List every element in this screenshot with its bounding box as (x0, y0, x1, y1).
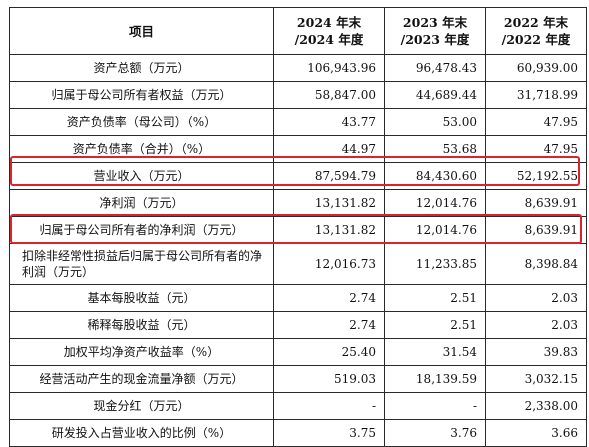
cell-2023: 2.51 (384, 284, 486, 312)
cell-2024: 58,847.00 (273, 81, 385, 109)
cell-2023: 3.76 (384, 419, 486, 447)
cell-2022: 31,718.99 (485, 81, 587, 109)
table-row: 经营活动产生的现金流量净额（万元） 519.03 18,139.59 3,032… (9, 365, 587, 393)
cell-2023: 96,478.43 (384, 54, 486, 82)
row-label: 归属于母公司所有者权益（万元） (9, 81, 274, 109)
row-label: 经营活动产生的现金流量净额（万元） (9, 365, 274, 393)
cell-2024: 25.40 (273, 338, 385, 366)
cell-2022: 8,398.84 (485, 243, 587, 285)
table-row: 现金分红（万元） - - 2,338.00 (9, 392, 587, 420)
cell-2022: 39.83 (485, 338, 587, 366)
cell-2022: 3,032.15 (485, 365, 587, 393)
cell-2024: 106,943.96 (273, 54, 385, 82)
header-2024: 2024 年末 /2024 年度 (273, 7, 385, 55)
row-label: 营业收入（万元） (9, 162, 274, 190)
table-row: 资产负债率（合并）（%） 44.97 53.68 47.95 (9, 135, 587, 163)
cell-2023: - (384, 392, 486, 420)
table-row: 资产负债率（母公司）（%） 43.77 53.00 47.95 (9, 108, 587, 136)
row-label: 稀释每股收益（元） (9, 311, 274, 339)
cell-2023: 53.68 (384, 135, 486, 163)
cell-2024: 3.75 (273, 419, 385, 447)
row-label: 归属于母公司所有者的净利润（万元） (9, 216, 274, 244)
cell-2022: 60,939.00 (485, 54, 587, 82)
cell-2022: 2,338.00 (485, 392, 587, 420)
cell-2022: 47.95 (485, 108, 587, 136)
cell-2022: 2.03 (485, 311, 587, 339)
table-row: 扣除非经常性损益后归属于母公司所有者的净利润（万元） 12,016.73 11,… (9, 243, 587, 285)
cell-2024: 13,131.82 (273, 216, 385, 244)
cell-2023: 31.54 (384, 338, 486, 366)
cell-2024: 2.74 (273, 311, 385, 339)
table-row-net-profit-parent: 归属于母公司所有者的净利润（万元） 13,131.82 12,014.76 8,… (9, 216, 587, 244)
table-row: 基本每股收益（元） 2.74 2.51 2.03 (9, 284, 587, 312)
row-label: 资产负债率（合并）（%） (9, 135, 274, 163)
table-row: 净利润（万元） 13,131.82 12,014.76 8,639.91 (9, 189, 587, 217)
cell-2024: 44.97 (273, 135, 385, 163)
cell-2023: 18,139.59 (384, 365, 486, 393)
cell-2022: 8,639.91 (485, 189, 587, 217)
cell-2023: 44,689.44 (384, 81, 486, 109)
header-item: 项目 (9, 7, 274, 55)
table-row: 资产总额（万元） 106,943.96 96,478.43 60,939.00 (9, 54, 587, 82)
table-row: 归属于母公司所有者权益（万元） 58,847.00 44,689.44 31,7… (9, 81, 587, 109)
financial-data-table: 项目 2024 年末 /2024 年度 2023 年末 /2023 年度 202… (9, 7, 587, 447)
table-row-revenue: 营业收入（万元） 87,594.79 84,430.60 52,192.55 (9, 162, 587, 190)
cell-2024: 43.77 (273, 108, 385, 136)
cell-2023: 2.51 (384, 311, 486, 339)
cell-2023: 12,014.76 (384, 189, 486, 217)
header-2023: 2023 年末 /2023 年度 (384, 7, 486, 55)
row-label: 现金分红（万元） (9, 392, 274, 420)
table-row: 研发投入占营业收入的比例（%） 3.75 3.76 3.66 (9, 419, 587, 447)
header-2022: 2022 年末 /2022 年度 (485, 7, 587, 55)
row-label: 扣除非经常性损益后归属于母公司所有者的净利润（万元） (9, 243, 274, 285)
cell-2024: 13,131.82 (273, 189, 385, 217)
cell-2023: 84,430.60 (384, 162, 486, 190)
cell-2022: 3.66 (485, 419, 587, 447)
cell-2024: 87,594.79 (273, 162, 385, 190)
row-label: 净利润（万元） (9, 189, 274, 217)
cell-2024: 12,016.73 (273, 243, 385, 285)
cell-2022: 8,639.91 (485, 216, 587, 244)
cell-2023: 53.00 (384, 108, 486, 136)
cell-2024: 519.03 (273, 365, 385, 393)
cell-2022: 47.95 (485, 135, 587, 163)
row-label: 加权平均净资产收益率（%） (9, 338, 274, 366)
cell-2023: 11,233.85 (384, 243, 486, 285)
table-header-row: 项目 2024 年末 /2024 年度 2023 年末 /2023 年度 202… (9, 7, 587, 55)
cell-2024: 2.74 (273, 284, 385, 312)
cell-2024: - (273, 392, 385, 420)
table-row: 稀释每股收益（元） 2.74 2.51 2.03 (9, 311, 587, 339)
cell-2022: 52,192.55 (485, 162, 587, 190)
row-label: 研发投入占营业收入的比例（%） (9, 419, 274, 447)
row-label: 资产总额（万元） (9, 54, 274, 82)
cell-2022: 2.03 (485, 284, 587, 312)
row-label: 基本每股收益（元） (9, 284, 274, 312)
row-label: 资产负债率（母公司）（%） (9, 108, 274, 136)
table-row: 加权平均净资产收益率（%） 25.40 31.54 39.83 (9, 338, 587, 366)
cell-2023: 12,014.76 (384, 216, 486, 244)
